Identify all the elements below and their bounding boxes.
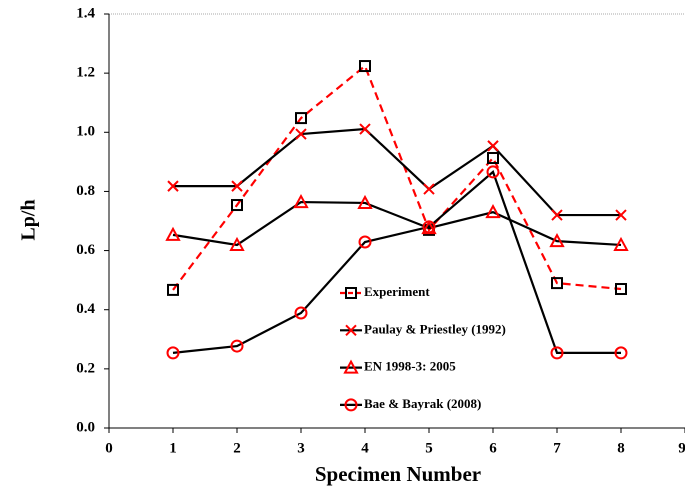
marker <box>165 226 181 241</box>
marker <box>231 180 243 192</box>
marker <box>485 204 501 219</box>
marker <box>294 306 308 320</box>
x-axis-label: Specimen Number <box>315 462 481 486</box>
marker <box>615 283 627 296</box>
marker <box>422 220 436 234</box>
marker <box>359 60 371 73</box>
y-tick-label: 1.0 <box>76 124 95 140</box>
y-tick-label: 1.2 <box>76 65 95 81</box>
marker <box>487 140 499 152</box>
marker <box>295 128 307 140</box>
series-line <box>172 64 622 291</box>
legend-label: Bae & Bayrak (2008) <box>364 396 481 411</box>
legend-label: Experiment <box>364 284 430 299</box>
marker <box>345 287 357 299</box>
y-tick-label: 0.0 <box>76 419 95 435</box>
y-tick-label: 1.4 <box>76 5 95 21</box>
x-tick-label: 6 <box>489 440 497 456</box>
marker <box>359 123 371 135</box>
x-tick-label: 5 <box>425 440 433 456</box>
marker <box>231 199 243 212</box>
marker <box>551 209 563 221</box>
y-tick-label: 0.2 <box>76 360 95 376</box>
x-tick-label: 9 <box>678 440 685 456</box>
marker <box>486 165 500 179</box>
y-tick-label: 0.4 <box>76 301 95 317</box>
marker <box>613 236 629 251</box>
marker <box>423 183 435 195</box>
marker <box>344 398 358 412</box>
x-tick-label: 1 <box>169 440 177 456</box>
marker <box>357 194 373 209</box>
x-tick-label: 8 <box>617 440 625 456</box>
x-tick-label: 0 <box>105 440 113 456</box>
y-axis-label: Lp/h <box>18 199 40 240</box>
marker <box>167 283 179 296</box>
x-tick-label: 2 <box>233 440 241 456</box>
series-line <box>173 127 621 217</box>
marker <box>343 359 359 374</box>
marker <box>166 346 180 360</box>
marker <box>167 180 179 192</box>
x-tick-label: 7 <box>553 440 561 456</box>
marker <box>549 233 565 248</box>
marker <box>293 193 309 209</box>
marker <box>229 236 245 251</box>
marker <box>345 324 357 337</box>
y-tick-label: 0.6 <box>76 242 95 258</box>
y-tick-label: 0.8 <box>76 183 95 199</box>
legend-label: EN 1998-3: 2005 <box>364 359 456 374</box>
marker <box>614 346 628 360</box>
marker <box>358 235 372 249</box>
legend-label: Paulay & Priestley (1992) <box>364 321 506 336</box>
marker <box>487 152 499 165</box>
x-tick-label: 4 <box>361 440 369 456</box>
marker <box>550 346 564 360</box>
x-tick-label: 3 <box>297 440 305 456</box>
marker <box>230 339 244 353</box>
series-line <box>172 170 621 354</box>
marker <box>295 112 307 125</box>
series-line <box>172 200 622 247</box>
marker <box>551 277 563 290</box>
marker <box>615 209 627 221</box>
